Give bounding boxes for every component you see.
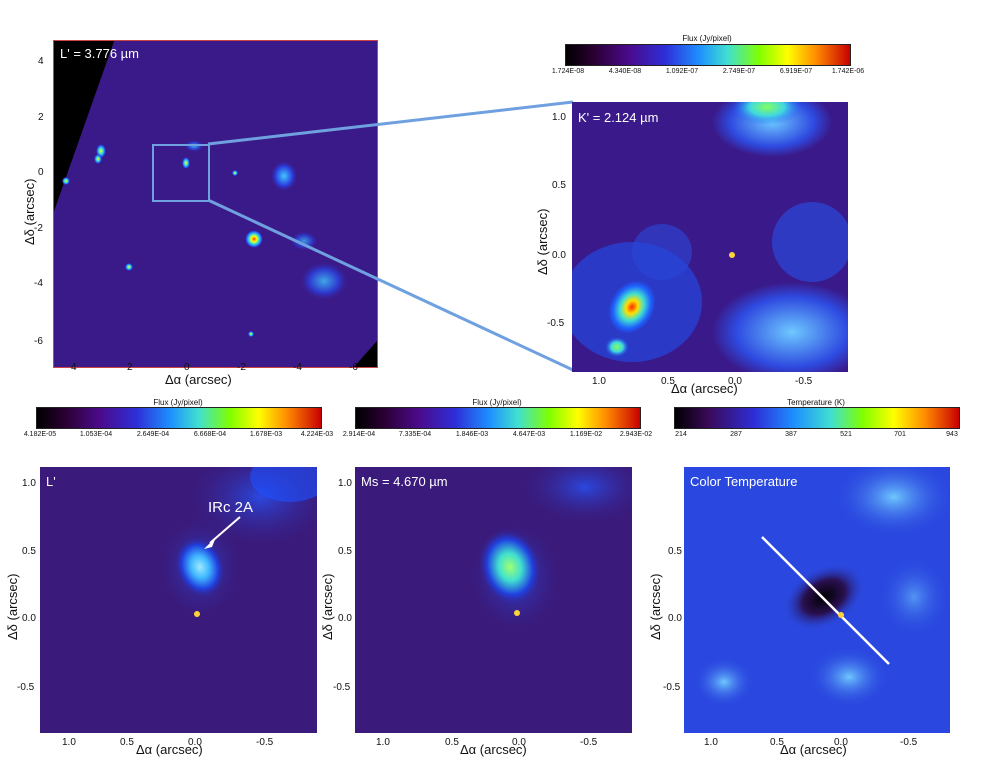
ytick: 0.0 (552, 250, 566, 261)
ytick: 1.0 (338, 478, 352, 489)
ytick: 0.0 (338, 613, 352, 624)
colorbar-tick: 387 (785, 431, 797, 438)
xtick: 1.0 (592, 376, 606, 387)
xtick: 4 (71, 362, 77, 373)
kprime-label: K' = 2.124 µm (578, 110, 659, 125)
colorbar-tick: 2.914E-04 (342, 431, 376, 438)
ytick: 0.5 (552, 180, 566, 191)
ytick: 0.5 (22, 546, 36, 557)
xtick: -4 (293, 362, 302, 373)
xtick: 0.5 (445, 737, 459, 748)
colorbar-tick: 4.224E-03 (300, 431, 334, 438)
xtick: 0.5 (120, 737, 134, 748)
ytick: -0.5 (17, 682, 35, 693)
y-axis-label: Δδ (arcsec) (535, 208, 550, 275)
ytick: -0.5 (547, 318, 565, 329)
colorbar-tick: 701 (894, 431, 906, 438)
colorbar-tick: 2.749E-07 (722, 68, 756, 75)
xtick: 0 (184, 362, 190, 373)
colorbar-tick: 1.846E-03 (455, 431, 489, 438)
xtick: 1.0 (704, 737, 718, 748)
xtick: 1.0 (376, 737, 390, 748)
ms-colorbar (355, 407, 641, 429)
ytick: -2 (34, 223, 43, 234)
colorbar-tick: 1.678E-03 (249, 431, 283, 438)
ytick: -4 (34, 278, 43, 289)
xtick: -0.5 (795, 376, 813, 387)
xtick: 0.0 (512, 737, 526, 748)
x-axis-label: Δα (arcsec) (136, 742, 203, 757)
xtick: -0.5 (900, 737, 918, 748)
xtick: -0.5 (256, 737, 274, 748)
ytick: 4 (38, 56, 44, 67)
kprime-zoom-image (572, 102, 848, 372)
colorbar-tick: 6.919E-07 (779, 68, 813, 75)
colorbar-tick: 6.668E-04 (193, 431, 227, 438)
xtick: -2 (237, 362, 246, 373)
y-axis-label: Δδ (arcsec) (648, 573, 663, 640)
kprime-colorbar (565, 44, 851, 66)
x-axis-label: Δα (arcsec) (460, 742, 527, 757)
colorbar-tick: 7.335E-04 (398, 431, 432, 438)
lprime-colorbar (36, 407, 322, 429)
temperature-colorbar (674, 407, 960, 429)
colorbar-tick: 4.647E-03 (512, 431, 546, 438)
ytick: 1.0 (552, 112, 566, 123)
xtick: 0.0 (834, 737, 848, 748)
ytick: 0.5 (338, 546, 352, 557)
colorbar-tick: 287 (730, 431, 742, 438)
ytick: 0.0 (668, 613, 682, 624)
colorbar-tick: 1.724E-08 (551, 68, 585, 75)
ytick: -6 (34, 336, 43, 347)
x-axis-label: Δα (arcsec) (671, 381, 738, 396)
ytick: -0.5 (663, 682, 681, 693)
x-axis-label: Δα (arcsec) (780, 742, 847, 757)
colorbar-tick: 943 (946, 431, 958, 438)
xtick: -0.5 (580, 737, 598, 748)
xtick: 2 (127, 362, 133, 373)
ms-zoom-image (355, 467, 632, 733)
ytick: 1.0 (22, 478, 36, 489)
colorbar-tick: 521 (840, 431, 852, 438)
x-axis-label: Δα (arcsec) (165, 372, 232, 387)
colorbar-tick: 1.053E-04 (79, 431, 113, 438)
ms-label: Ms = 4.670 µm (361, 474, 448, 489)
xtick: -6 (349, 362, 358, 373)
xtick: 0.0 (728, 376, 742, 387)
colorbar-tick: 2.943E-02 (619, 431, 653, 438)
ytick: -0.5 (333, 682, 351, 693)
colorbar-tick: 4.182E-05 (23, 431, 57, 438)
xtick: 0.5 (770, 737, 784, 748)
ytick: 2 (38, 112, 44, 123)
ytick: 0.5 (668, 546, 682, 557)
lprime-zoom-image (40, 467, 317, 733)
ytick: 0.0 (22, 613, 36, 624)
colorbar-title: Flux (Jy/pixel) (153, 398, 203, 407)
colorbar-title: Temperature (K) (787, 398, 845, 407)
lprime-wide-label: L' = 3.776 µm (60, 46, 139, 61)
colorbar-tick: 1.092E-07 (665, 68, 699, 75)
xtick: 1.0 (62, 737, 76, 748)
y-axis-label: Δδ (arcsec) (5, 573, 20, 640)
colorbar-title: Flux (Jy/pixel) (682, 34, 732, 43)
color-temperature-image (684, 467, 950, 733)
colorbar-tick: 4.340E-08 (608, 68, 642, 75)
xtick: 0.5 (661, 376, 675, 387)
colorbar-tick: 1.169E-02 (569, 431, 603, 438)
ytick: 0 (38, 167, 44, 178)
colorbar-tick: 2.649E-04 (136, 431, 170, 438)
color-temperature-label: Color Temperature (690, 474, 798, 489)
irc2a-annotation: IRc 2A (208, 499, 254, 516)
lprime-zoom-label: L' (46, 474, 56, 489)
colorbar-tick: 1.742E-06 (831, 68, 865, 75)
y-axis-label: Δδ (arcsec) (320, 573, 335, 640)
colorbar-title: Flux (Jy/pixel) (472, 398, 522, 407)
colorbar-tick: 214 (675, 431, 687, 438)
xtick: 0.0 (188, 737, 202, 748)
